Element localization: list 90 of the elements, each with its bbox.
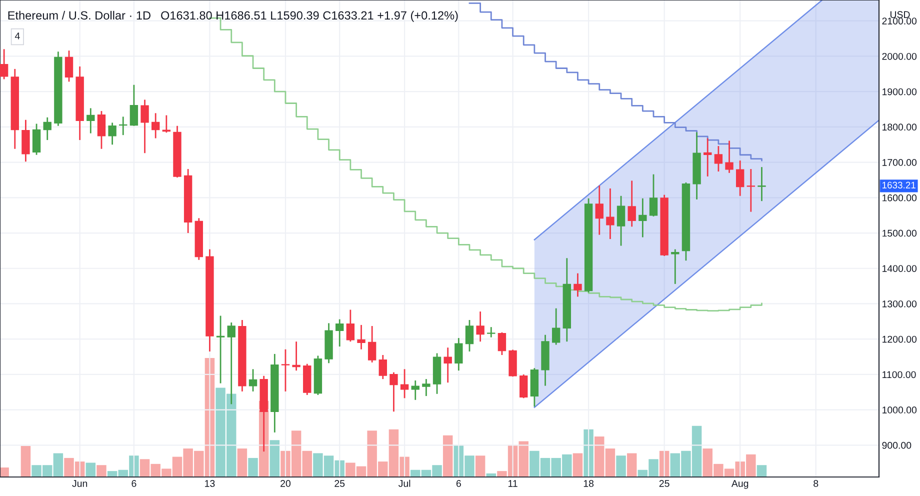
candlestick [43,116,52,141]
y-tick-label: 1000.00 [882,406,917,414]
bar [572,453,583,477]
candlestick [736,160,744,197]
candlestick [411,380,420,401]
y-tick-label: 1700.00 [882,159,917,166]
x-tick-label: 8 [814,480,818,487]
candlestick [151,112,160,139]
candlestick [357,324,366,350]
candlestick [714,145,723,172]
candlestick [649,174,658,218]
bar [237,448,248,477]
candlestick [520,374,528,399]
y-tick-label: 2000.00 [882,52,917,60]
candlestick [725,140,734,174]
candlestick [64,50,74,82]
candlestick [22,119,30,162]
bar [248,458,258,477]
candlestick [336,318,344,348]
candlestick [704,138,712,178]
y-tick-label: 1400.00 [882,265,917,272]
bar [86,462,96,477]
candlestick [378,354,387,380]
candlestick [628,180,636,228]
candlestick [108,122,116,146]
candlestick [97,110,106,150]
x-tick-label: 18 [584,480,594,487]
x-tick-label: 20 [280,480,291,487]
x-tick-label: Aug [731,480,748,489]
candlestick [248,368,258,392]
y-tick-label: 900.00 [882,442,912,449]
text: Ethereum / U.S. Dollar · 1D [8,10,150,20]
x-tick-label: 25 [334,480,345,487]
candlestick [444,346,452,384]
candlestick [487,326,496,338]
bar [96,465,106,477]
candlestick [281,348,290,392]
y-tick-label: 1100.00 [882,371,916,378]
candlestick [498,332,506,356]
candlestick [638,198,647,238]
candlestick [746,168,756,212]
x-tick-label: Jun [72,480,88,487]
candlestick [595,184,604,236]
y-tick-label: 1300.00 [882,300,917,308]
y-axis-title: USD [890,11,910,18]
candlestick [86,108,95,134]
bar [626,453,637,477]
bar [442,435,453,477]
x-tick-label: 11 [508,480,518,487]
y-tick-label: 1500.00 [882,230,917,237]
bar [616,456,626,477]
candlestick [465,319,474,352]
text: O1631.80 H1686.51 L1590.39 C1633.21 +1.97 (+0.12%) [161,10,458,22]
candlestick [292,340,300,372]
candlestick [140,99,149,154]
annotation: 4 [14,32,20,40]
y-tick-label: 1600.00 [882,194,917,202]
y-tick-label: 1800.00 [882,124,917,131]
candlestick [606,188,614,240]
candlestick [616,195,626,246]
y-tick-label: 1200.00 [882,336,917,343]
candlestick [574,272,582,298]
bar [475,456,486,477]
x-tick-label: 25 [659,480,670,487]
candlestick [400,368,409,399]
candlestick [758,166,766,202]
candlestick [390,372,398,412]
candlestick [671,248,680,285]
candlestick [346,309,355,342]
candlestick [216,315,225,384]
bar [270,440,280,477]
candlestick [422,378,430,397]
candlestick [0,48,8,80]
candlestick [454,337,463,372]
x-tick-label: 13 [205,480,215,487]
y-tick-label: 2100.00 [882,18,917,24]
candlestick [130,84,138,127]
x-tick-label: Jul [398,480,410,487]
candlestick [552,308,560,346]
x-tick-label: 6 [132,480,136,487]
candlestick [32,123,41,156]
bar [20,446,31,477]
y-tick-label: 1900.00 [882,88,917,96]
text: 1633.21 [882,182,916,188]
candlestick [476,310,484,342]
bar [0,467,9,477]
candlestick [162,114,171,134]
bar [756,465,767,477]
x-tick-label: 6 [456,480,461,487]
candlestick [368,325,376,364]
